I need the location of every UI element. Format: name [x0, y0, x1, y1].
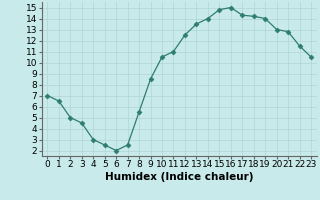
X-axis label: Humidex (Indice chaleur): Humidex (Indice chaleur): [105, 172, 253, 182]
